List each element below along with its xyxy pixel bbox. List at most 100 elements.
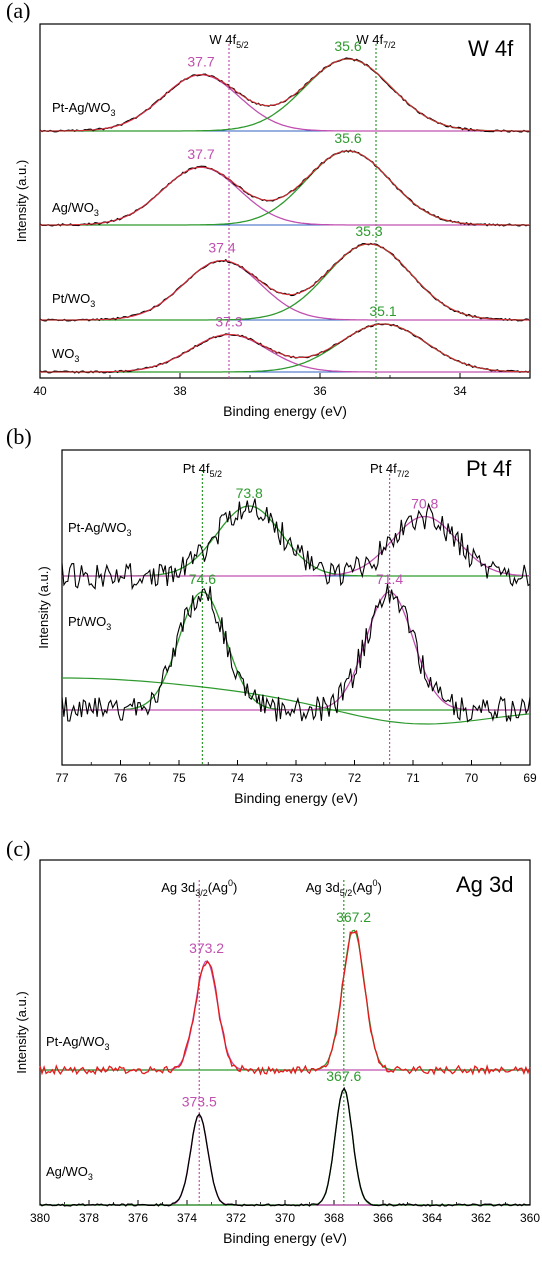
series-1: Ag/WO3 37.7 35.6 [39, 130, 531, 227]
peak-value-label: 35.6 [334, 130, 361, 146]
series-1: Ag/WO3 373.5 367.6 [39, 1068, 531, 1207]
peak-value-label: 74.6 [189, 571, 216, 587]
x-tick-label: 38 [173, 384, 187, 398]
x-tick-label: 74 [231, 771, 245, 785]
x-tick-label: 360 [520, 1211, 540, 1225]
component-peak-2 [40, 243, 531, 321]
series-label: Pt/WO3 [68, 614, 111, 632]
series-label: Pt-Ag/WO3 [68, 520, 132, 538]
panel-label: (a) [6, 0, 30, 23]
peak-value-label: 37.4 [208, 240, 235, 256]
fit-envelope [40, 243, 531, 321]
x-axis-label: Binding energy (eV) [223, 403, 347, 419]
peak-marker-label: Pt 4f5/2 [183, 461, 222, 479]
peak-value-label: 35.3 [355, 223, 382, 239]
fit-envelope [40, 58, 530, 132]
x-tick-label: 34 [453, 384, 467, 398]
x-tick-label: 70 [465, 771, 479, 785]
peak-marker-label: Ag 3d3/2(Ag0) [161, 878, 237, 898]
fit-envelope [40, 150, 530, 226]
peak-value-label: 70.8 [411, 495, 438, 511]
background-curve [62, 677, 531, 725]
x-tick-label: 380 [30, 1211, 50, 1225]
peak-value-label: 35.1 [369, 303, 396, 319]
x-tick-label: 372 [226, 1211, 246, 1225]
peak-marker-label: W 4f5/2 [209, 32, 248, 50]
x-tick-label: 36 [313, 384, 327, 398]
series-0: Pt-Ag/WO3 37.7 35.6 [39, 38, 531, 133]
x-tick-label: 73 [289, 771, 303, 785]
x-tick-label: 364 [422, 1211, 442, 1225]
raw-spectrum [39, 149, 531, 227]
x-tick-label: 362 [471, 1211, 491, 1225]
component-peak-2 [40, 58, 530, 132]
component-peak-1 [62, 591, 530, 711]
peak-marker-label: Pt 4f7/2 [370, 461, 409, 479]
panel-1: (b) Pt 4f Intensity (a.u.) 77 76 75 74 73 72 71 70… [6, 424, 537, 806]
corner-title: W 4f [468, 36, 514, 61]
series-0: Pt-Ag/WO3 373.2 367.2 [39, 909, 531, 1076]
x-tick-label: 72 [348, 771, 362, 785]
series-label: Pt-Ag/WO3 [46, 1034, 110, 1052]
x-tick-label: 370 [275, 1211, 295, 1225]
x-axis-label: Binding energy (eV) [223, 1230, 347, 1246]
corner-title: Ag 3d [456, 872, 514, 897]
peak-value-label: 367.2 [336, 909, 371, 925]
peak-value-label: 37.7 [187, 54, 214, 70]
peak-value-label: 37.3 [215, 313, 242, 329]
series-0: Pt-Ag/WO3 73.8 70.8 [61, 485, 531, 591]
x-tick-label: 40 [33, 384, 47, 398]
corner-title: Pt 4f [466, 456, 512, 481]
peak-value-label: 71.4 [376, 571, 403, 587]
x-tick-label: 378 [79, 1211, 99, 1225]
panel-label: (b) [6, 424, 32, 449]
y-axis-label: Intensity (a.u.) [14, 991, 29, 1073]
peak-value-label: 73.8 [236, 485, 263, 501]
x-tick-label: 75 [172, 771, 186, 785]
plot-frame [39, 859, 531, 1206]
peak-value-label: 373.5 [182, 1094, 217, 1110]
component-peak-2 [62, 515, 530, 577]
peak-marker-label: W 4f7/2 [356, 32, 395, 50]
component-peak-2 [40, 929, 530, 1071]
series-label: Pt/WO3 [52, 291, 95, 309]
component-peak-1 [40, 74, 530, 132]
y-axis-label: Intensity (a.u.) [36, 566, 51, 648]
component-peak-2 [62, 591, 530, 711]
series-label: Ag/WO3 [52, 200, 99, 218]
raw-spectrum [61, 498, 531, 591]
series-3: WO3 37.3 35.1 [39, 303, 531, 374]
panel-label: (c) [6, 836, 30, 861]
component-peak-1 [40, 960, 530, 1071]
x-tick-label: 374 [177, 1211, 197, 1225]
peak-value-label: 367.6 [326, 1068, 361, 1084]
series-label: Pt-Ag/WO3 [52, 100, 116, 118]
peak-value-label: 373.2 [189, 940, 224, 956]
x-tick-label: 76 [114, 771, 128, 785]
series-1: Pt/WO3 74.6 71.4 [61, 571, 531, 725]
x-tick-label: 71 [406, 771, 420, 785]
panel-2: (c) Ag 3d Intensity (a.u.) 380 378 376 374 372 3… [6, 836, 540, 1246]
x-axis-label: Binding energy (eV) [234, 790, 358, 806]
panel-0: (a) W 4f Intensity (a.u.) 40 38 36 34 Binding e… [6, 0, 531, 419]
fit-envelope [40, 323, 530, 373]
component-peak-1 [40, 333, 530, 373]
series-2: Pt/WO3 37.4 35.3 [39, 223, 531, 322]
plot-frame [39, 23, 531, 379]
raw-spectrum [39, 323, 531, 374]
raw-spectrum [39, 930, 531, 1076]
raw-spectrum [39, 57, 531, 133]
peak-value-label: 35.6 [334, 38, 361, 54]
y-axis-label: Intensity (a.u.) [14, 160, 29, 242]
component-peak-1 [62, 505, 530, 577]
peak-value-label: 37.7 [187, 146, 214, 162]
component-peak-2 [40, 1087, 530, 1206]
x-tick-label: 77 [55, 771, 69, 785]
series-label: WO3 [52, 346, 79, 364]
x-tick-label: 366 [373, 1211, 393, 1225]
peak-marker-label: Ag 3d5/2(Ag0) [306, 878, 382, 898]
series-label: Ag/WO3 [46, 1164, 93, 1182]
component-peak-2 [40, 150, 530, 226]
component-peak-2 [40, 323, 530, 373]
